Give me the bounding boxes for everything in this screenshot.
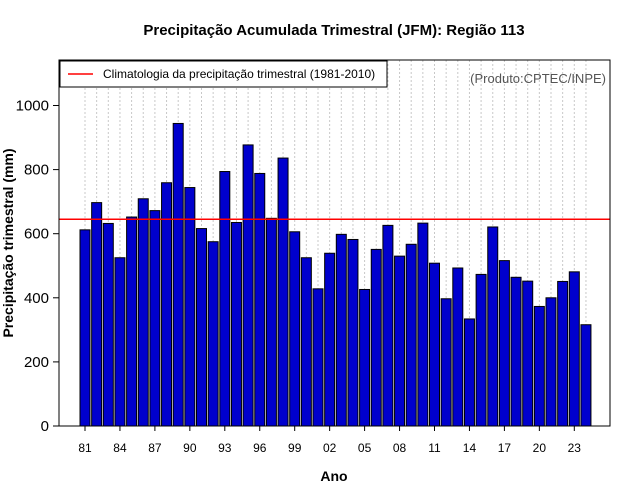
bar-2013 [452,267,464,427]
bar-2011 [429,262,440,427]
bar-2009 [405,243,417,427]
bar-2002 [324,252,336,427]
bar-1985 [126,216,138,427]
bar-1982 [91,202,103,427]
bar-1996 [254,172,266,427]
bar-2007 [382,224,394,427]
x-tick-label: 23 [568,441,582,455]
bar-2014 [463,318,475,427]
bar-2010 [417,222,429,427]
bar-1997 [265,217,277,427]
x-tick-label: 96 [253,441,267,455]
bar-1991 [196,228,207,427]
bar-1983 [102,222,114,427]
bar-2001 [312,288,324,427]
bar-1994 [230,221,242,427]
bar-1981 [79,229,91,427]
x-tick-label: 08 [393,441,407,455]
x-tick-label: 90 [183,441,197,455]
x-tick-label: 93 [218,441,232,455]
bar-2016 [487,226,499,427]
x-tick-label: 02 [323,441,337,455]
bar-2012 [440,298,452,427]
chart-title: Precipitação Acumulada Trimestral (JFM):… [143,22,524,39]
y-axis-title: Precipitação trimestral (mm) [0,148,16,337]
legend-box [59,60,388,88]
bar-2008 [394,255,406,427]
y-axis: 0 200 400 600 800 1000 [16,98,59,435]
x-tick-label: 05 [358,441,372,455]
bar-1990 [184,187,196,427]
bar-1989 [172,122,184,427]
x-axis-title: Ano [320,468,347,484]
bar-2020 [533,305,545,427]
bar-1998 [277,157,289,427]
legend: Climatologia da precipitação trimestral … [59,60,388,88]
y-tick-label: 400 [24,290,49,307]
bar-2006 [370,248,382,427]
bar-2019 [522,280,534,427]
x-tick-label: 99 [288,441,302,455]
bar-2018 [510,276,522,427]
x-tick-label: 84 [113,441,127,455]
y-tick-label: 0 [41,418,49,435]
bar-2021 [545,297,557,427]
legend-label: Climatologia da precipitação trimestral … [103,67,375,81]
y-tick-label: 200 [24,354,49,371]
bar-2023 [568,271,580,427]
bar-2017 [498,260,510,427]
bar-1986 [137,198,149,427]
bars [79,122,592,427]
bar-2003 [335,233,347,427]
bar-1987 [149,210,161,427]
bar-2000 [300,257,312,427]
x-tick-label: 17 [498,441,512,455]
x-tick-label: 81 [78,441,92,455]
x-axis: 81 84 87 90 93 96 99 02 05 08 11 14 17 20 23 [78,426,581,455]
bar-1999 [289,231,301,427]
plot-border [58,59,611,427]
y-tick-label: 600 [24,226,49,243]
bar-1995 [242,144,254,427]
y-tick-label: 800 [24,162,49,179]
bar-2024 [580,324,592,427]
bar-2015 [475,273,487,427]
y-tick-label: 1000 [16,98,49,115]
x-tick-label: 14 [463,441,477,455]
bar-2022 [557,280,569,427]
source-note: (Produto:CPTEC/INPE) [470,71,606,86]
bar-2005 [359,288,371,427]
bar-1993 [219,171,231,427]
bar-1992 [207,241,219,427]
x-tick-label: 87 [148,441,162,455]
x-tick-label: 11 [428,441,441,455]
bar-2004 [347,238,359,427]
bar-1984 [114,257,126,427]
x-tick-label: 20 [533,441,547,455]
